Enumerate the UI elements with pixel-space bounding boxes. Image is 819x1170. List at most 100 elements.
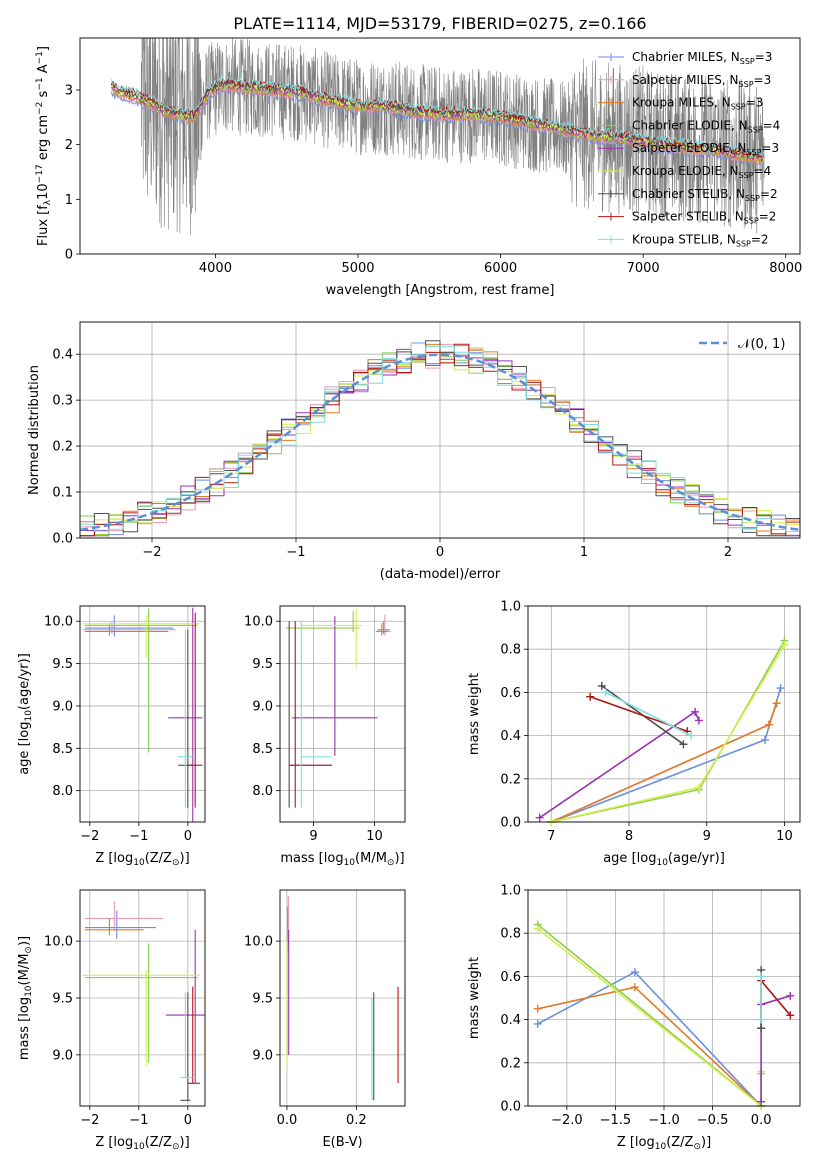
label-part: Z [log [95, 1135, 133, 1150]
errorbar-point [292, 616, 378, 756]
label-subscript: SSP [731, 103, 746, 112]
normal-curve [80, 353, 800, 532]
legend-entry: Salpeter MILES, NSSP=3 [632, 73, 771, 89]
weight-marker [764, 720, 773, 729]
legend-entry-count: =3 [746, 96, 764, 110]
label-subscript: 10 [24, 710, 34, 722]
weight-line [537, 986, 762, 1106]
y-tick-label: 10.0 [44, 935, 73, 950]
Z-age-axes: −2 −1 0 8.0 8.5 9.0 9.5 10.0 [44, 606, 205, 844]
y-tick-label: 0.2 [52, 440, 73, 455]
errorbar-point [84, 918, 144, 936]
weight-marker [786, 1011, 795, 1020]
weight-marker [533, 1004, 542, 1013]
label-subscript: ⊙ [387, 858, 395, 868]
legend-entry-count: =4 [754, 164, 772, 178]
y-tick-label: 0.4 [52, 348, 73, 363]
weight-marker [679, 740, 688, 749]
y-tick-label: 1.0 [500, 600, 521, 615]
label-part: )] [394, 851, 404, 866]
y-tick-label: 9.0 [52, 699, 73, 714]
model-line [110, 77, 765, 158]
label-part: (Z/Z [145, 851, 172, 866]
Z-mass-frame [79, 889, 206, 1107]
errorbar-point [84, 943, 198, 1063]
label-subscript: SSP [736, 239, 751, 248]
legend-entry-count: =3 [755, 50, 773, 64]
weight-marker [780, 640, 789, 649]
label-superscript: −1 [35, 77, 45, 90]
y-tick-label: 3 [65, 83, 73, 98]
label-part: ] [36, 46, 51, 51]
legend-entry-name: Kroupa MILES, N [632, 96, 731, 110]
weight-marker [597, 681, 606, 690]
Z-mass-xlabel: Z [log10(Z/Z⊙)] [95, 1135, 189, 1152]
weight-marker [757, 972, 766, 981]
y-tick-label: 0.0 [500, 1100, 521, 1115]
y-tick-label: 0.3 [52, 394, 73, 409]
legend-entry-name: Salpeter STELIB, N [632, 210, 744, 224]
x-tick-label: −2.0 [551, 1113, 583, 1128]
mass-age-frame [279, 605, 406, 823]
label-subscript: 10 [133, 1142, 145, 1152]
label-part: (Z/Z [145, 1135, 172, 1150]
y-tick-label: 0 [65, 248, 73, 263]
label-part: erg cm [36, 115, 51, 164]
y-tick-label: 8.0 [252, 784, 273, 799]
errorbar-point [84, 901, 164, 930]
EBV-mass-axes: 0.0 0.2 9.0 9.5 10.0 [244, 890, 405, 1128]
legend-entry: 𝒩(0, 1) [738, 337, 785, 352]
age-weight-ylabel: mass weight [467, 673, 482, 755]
weight-marker [687, 731, 696, 740]
x-tick-label: 8 [625, 829, 633, 844]
weight-marker [761, 735, 770, 744]
x-tick-label: 0 [184, 829, 192, 844]
y-tick-label: 2 [65, 138, 73, 153]
label-part: (age/yr)] [17, 653, 32, 710]
weight-marker [601, 688, 610, 697]
errorbar-point [180, 992, 193, 1079]
y-tick-label: 0.4 [500, 1013, 521, 1028]
weight-marker [757, 1097, 766, 1106]
y-tick-label: 10.0 [44, 615, 73, 630]
y-tick-label: 9.0 [52, 1048, 73, 1063]
label-superscript: −2 [35, 102, 45, 115]
x-tick-label: 2 [724, 545, 732, 560]
Z-weight-ylabel: mass weight [467, 957, 482, 1039]
legend-entry-count: =3 [761, 141, 779, 155]
model-line [110, 75, 765, 157]
weight-marker [757, 1015, 766, 1024]
legend-entry-count: =2 [760, 187, 778, 201]
label-subscript: SSP [739, 171, 754, 180]
legend-entry: Kroupa STELIB, NSSP=2 [632, 232, 769, 248]
label-subscript: 10 [133, 858, 145, 868]
y-tick-label: 1.0 [500, 884, 521, 899]
weight-marker [535, 813, 544, 822]
x-tick-label: −1 [129, 829, 148, 844]
label-subscript: λ [43, 199, 53, 205]
label-subscript: SSP [746, 148, 761, 157]
label-part: 10 [36, 183, 51, 200]
residuals-xlabel: (data-model)/error [380, 567, 501, 582]
label-subscript: 10 [656, 858, 668, 868]
errorbar-point [377, 621, 390, 634]
label-subscript: ⊙ [693, 1142, 701, 1152]
legend-entry: Kroupa MILES, NSSP=3 [632, 96, 763, 112]
x-tick-label: 1 [580, 545, 588, 560]
model-line [111, 84, 765, 166]
residuals-frame [79, 321, 801, 539]
weight-marker [694, 783, 703, 792]
figure-title: PLATE=1114, MJD=53179, FIBERID=0275, z=0… [233, 14, 646, 33]
legend-entry-name: Salpeter ELODIE, N [632, 141, 746, 155]
legend-entry: Salpeter ELODIE, NSSP=3 [632, 141, 779, 157]
Z-weight-xlabel: Z [log10(Z/Z⊙)] [617, 1135, 711, 1152]
weight-marker [630, 968, 639, 977]
EBV-mass-xlabel: E(B-V) [322, 1135, 362, 1150]
label-part: s [36, 90, 51, 101]
errorbar-point [300, 621, 332, 808]
errorbar-point [178, 629, 193, 808]
label-subscript: 10 [655, 1142, 667, 1152]
weight-marker [786, 991, 795, 1000]
